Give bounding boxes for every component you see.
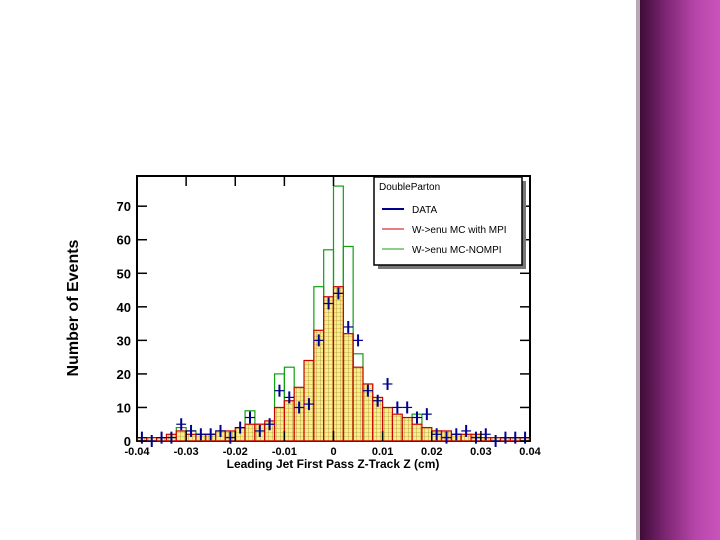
x-tick-label: 0.02: [421, 446, 442, 458]
x-tick-label: 0.03: [470, 446, 491, 458]
histogram-bar: [175, 430, 187, 442]
data-point: [333, 287, 344, 300]
histogram-bar: [382, 406, 394, 442]
data-point: [441, 431, 452, 444]
side-bar: [640, 0, 720, 540]
histogram-bar: [313, 329, 325, 442]
histogram-bar: [273, 406, 285, 442]
y-tick-label: 60: [117, 233, 131, 248]
data-point: [304, 398, 314, 411]
histogram-bar: [293, 386, 305, 442]
y-axis-label: Number of Events: [65, 239, 82, 376]
histogram-bar: [323, 296, 335, 442]
x-tick-label: -0.01: [272, 446, 297, 458]
data-point: [235, 421, 246, 434]
data-point: [372, 394, 383, 407]
histogram-bar: [421, 426, 433, 442]
data-point: [461, 424, 472, 437]
data-point: [510, 431, 521, 444]
data-point: [274, 384, 285, 397]
legend: [373, 176, 523, 266]
data-point: [480, 428, 491, 441]
histogram-bar: [411, 423, 423, 442]
data-point: [392, 401, 403, 414]
histogram-bar: [342, 333, 354, 442]
data-point: [421, 408, 432, 421]
data-point: [156, 431, 167, 444]
y-tick-label: 40: [117, 300, 131, 315]
y-tick-label: 70: [117, 199, 131, 214]
histogram-bar: [244, 423, 256, 442]
data-point: [471, 431, 481, 444]
histogram-bar: [401, 416, 413, 442]
x-tick-label: -0.03: [174, 446, 199, 458]
legend-label: DATA: [412, 205, 438, 216]
x-tick-label: 0.01: [372, 446, 393, 458]
chart: Number of Events Leading Jet First Pass …: [65, 175, 542, 471]
x-tick-label: 0.04: [519, 446, 541, 458]
x-tick-label: -0.04: [124, 446, 150, 458]
y-tick-label: 50: [117, 266, 131, 281]
histogram-bar: [283, 400, 295, 442]
data-point: [412, 411, 422, 424]
y-tick-label: 0: [124, 434, 131, 449]
data-point: [215, 424, 226, 437]
data-point: [313, 334, 324, 347]
data-point: [245, 411, 255, 424]
data-point: [451, 428, 462, 441]
y-tick-label: 20: [117, 367, 131, 382]
data-point: [490, 435, 501, 447]
legend-title: DoubleParton: [379, 182, 440, 193]
data-point: [195, 428, 206, 441]
histogram-bar: [352, 366, 364, 442]
data-point: [431, 428, 442, 441]
x-tick-label: 0: [330, 446, 336, 458]
data-point: [146, 435, 157, 447]
data-point: [362, 384, 373, 397]
data-point: [254, 424, 265, 437]
data-point: [382, 377, 393, 390]
histogram-bar: [332, 286, 344, 442]
side-stripe: [636, 0, 640, 540]
data-point: [264, 418, 275, 431]
legend-label: W->enu MC-NOMPI: [412, 245, 502, 256]
y-tick-label: 10: [117, 400, 131, 415]
data-point: [166, 431, 177, 444]
x-axis-label: Leading Jet First Pass Z-Track Z (cm): [227, 457, 440, 471]
data-point: [353, 334, 363, 347]
data-point: [205, 428, 216, 441]
data-point: [284, 391, 295, 404]
x-tick-label: -0.02: [223, 446, 248, 458]
data-point: [500, 431, 511, 444]
data-point: [343, 320, 354, 333]
data-point: [402, 401, 413, 414]
data-point: [176, 418, 187, 431]
data-point: [294, 401, 305, 414]
data-point: [225, 431, 236, 444]
y-tick-label: 30: [117, 333, 131, 348]
legend-label: W->enu MC with MPI: [412, 225, 507, 236]
histogram-bar: [391, 413, 403, 442]
data-point: [186, 424, 196, 437]
data-point: [323, 297, 334, 310]
